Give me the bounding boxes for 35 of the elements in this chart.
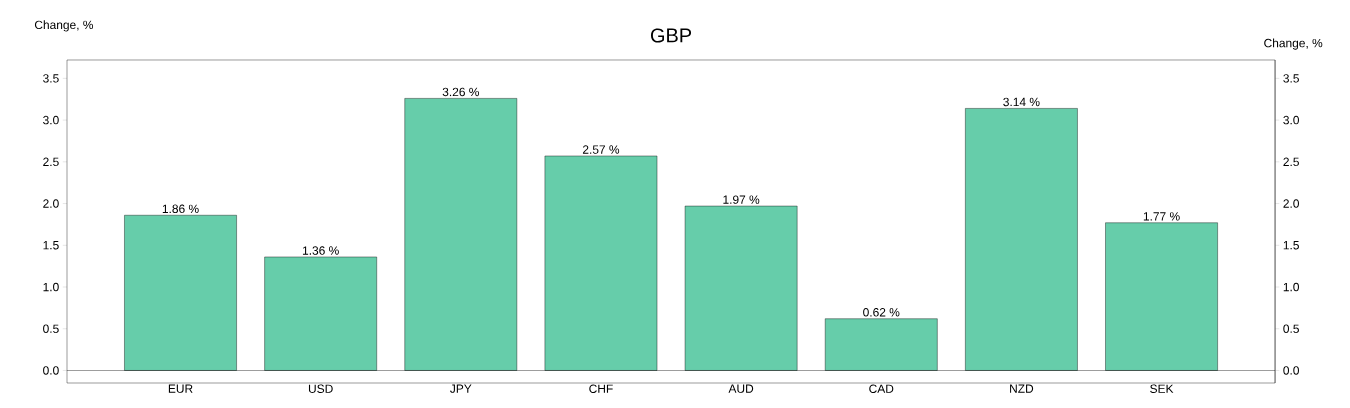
x-tick-label: USD xyxy=(308,384,333,393)
y-axis-title: Change, % xyxy=(34,20,94,32)
data-label: 3.26 % xyxy=(442,87,479,97)
x-tick-label: JPY xyxy=(450,384,472,393)
data-label: 1.97 % xyxy=(723,195,760,204)
data-label: 0.62 % xyxy=(863,308,900,317)
x-tick-label: EUR xyxy=(168,384,193,393)
data-label: 3.14 % xyxy=(1003,97,1040,107)
y2-tick-label: 1.0 xyxy=(1283,282,1299,292)
x-tick-label: CHF xyxy=(589,384,613,393)
y-tick-label: 3.5 xyxy=(43,74,59,83)
data-label: 2.57 % xyxy=(582,145,620,154)
x-tick-label: NZD xyxy=(1010,384,1034,393)
x-tick-label: CAD xyxy=(869,384,894,393)
data-label: 1.77 % xyxy=(1143,212,1180,221)
y-tick-label: 3.0 xyxy=(43,115,59,125)
y2-axis-title: Change, % xyxy=(1264,38,1323,50)
y2-tick-label: 0.5 xyxy=(1283,324,1299,333)
y2-tick-label: 1.5 xyxy=(1283,241,1299,250)
y2-tick-label: 0.0 xyxy=(1283,366,1299,375)
data-label: 1.86 % xyxy=(162,204,199,214)
y-tick-label: 2.5 xyxy=(43,157,59,167)
data-label: 1.36 % xyxy=(302,246,339,255)
y-tick-label: 1.0 xyxy=(43,282,59,292)
x-tick-label: AUD xyxy=(728,384,754,393)
y-tick-label: 2.0 xyxy=(43,199,59,208)
y-tick-label: 0.0 xyxy=(43,366,59,375)
y2-tick-label: 3.0 xyxy=(1283,115,1299,125)
y-tick-label: 1.5 xyxy=(43,241,59,250)
y-tick-label: 0.5 xyxy=(43,324,59,333)
y2-tick-label: 2.0 xyxy=(1283,199,1299,208)
x-tick-label: SEK xyxy=(1150,384,1174,393)
chart-title: GBP xyxy=(650,28,692,43)
y2-tick-label: 3.5 xyxy=(1283,74,1299,83)
y2-tick-label: 2.5 xyxy=(1283,157,1299,167)
